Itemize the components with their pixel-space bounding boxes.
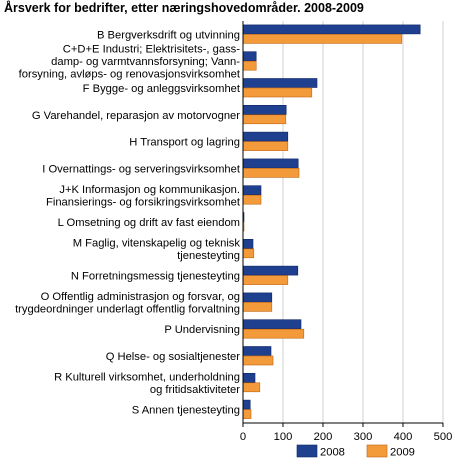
x-tick-label: 0 [240, 431, 246, 443]
legend-swatch-2008 [296, 444, 318, 458]
legend-label-2009: 2009 [390, 447, 415, 459]
bar-2009-9 [242, 275, 289, 285]
category-label: N Forretningsmessig tjenesteyting [71, 271, 240, 283]
category-label: M Faglig, vitenskapelig og teknisk [73, 238, 241, 250]
legend: 2008 2009 [296, 444, 415, 459]
bar-2008-8 [242, 239, 254, 249]
bar-2009-14 [242, 409, 252, 419]
category-label: C+D+E Industri; Elektrisitets-, gass- [63, 44, 240, 56]
category-label: H Transport og lagring [129, 137, 240, 149]
x-tick-label: 400 [394, 431, 413, 443]
bar-2009-10 [242, 302, 273, 312]
category-labels: B Bergverksdrift og utvinning C+D+E Indus… [15, 29, 241, 416]
bar-2008-3 [242, 105, 287, 115]
bar-2009-2 [242, 87, 313, 98]
bar-2009-5 [242, 168, 300, 178]
chart-title: Årsverk for bedrifter, etter næringshove… [4, 1, 364, 15]
category-label: forsyning, avløps- og renovasjonsvirksom… [19, 69, 241, 81]
category-label: I Overnattings- og serveringsvirksomhet [42, 163, 241, 175]
category-label: J+K Informasjon og kommunikasjon. [59, 184, 240, 196]
legend-swatch-2009 [366, 444, 388, 458]
bar-2008-2 [242, 78, 318, 88]
x-tick-label: 100 [274, 431, 293, 443]
category-label: R Kulturell virksomhet, underholdning [54, 372, 240, 384]
category-label: S Annen tjenesteyting [132, 405, 240, 417]
bar-2009-4 [242, 141, 289, 151]
bar-2009-8 [242, 248, 255, 259]
x-axis: 0 100 200 300 400 500 [240, 21, 452, 443]
bar-2009-1 [242, 60, 257, 71]
legend-label-2008: 2008 [320, 447, 345, 459]
bar-2009-6 [242, 194, 262, 205]
category-label: tjenesteyting [177, 250, 240, 262]
category-label: Finansierings- og forsikringsvirksomhet [46, 196, 241, 208]
x-tick-label: 200 [314, 431, 333, 443]
category-label: trygdeordninger underlagt offentlig forv… [15, 304, 240, 316]
category-label: G Varehandel, reparasjon av motorvogner [32, 110, 240, 122]
bar-2008-10 [242, 292, 273, 303]
category-label: L Omsetning og drift av fast eiendom [58, 217, 240, 229]
category-label: P Undervisning [164, 324, 240, 336]
bar-2008-0 [242, 24, 421, 35]
category-label: B Bergverksdrift og utvinning [97, 29, 240, 41]
bar-2008-6 [242, 185, 262, 195]
bar-2009-13 [242, 382, 261, 393]
bar-2008-4 [242, 131, 289, 142]
bar-2009-3 [242, 114, 287, 125]
bar-2008-11 [242, 319, 302, 330]
x-tick-label: 300 [354, 431, 373, 443]
bar-2009-0 [242, 34, 403, 44]
category-label: O Offentlig administrasjon og forsvar, o… [41, 291, 240, 303]
bar-2008-9 [242, 265, 299, 276]
category-label: F Bygge- og anleggsvirksomhet [83, 83, 241, 95]
bar-2008-14 [242, 399, 251, 410]
bar-2009-12 [242, 355, 274, 366]
category-label: damp- og varmtvannsforsyning; Vann- [51, 56, 240, 68]
bar-2008-13 [242, 372, 256, 383]
category-label: Q Helse- og sosialtjenester [106, 351, 241, 363]
bar-2008-12 [242, 346, 272, 356]
bar-2008-5 [242, 158, 299, 169]
bars [242, 24, 421, 419]
bar-2009-11 [242, 328, 305, 339]
category-label: og fritidsaktiviteter [150, 384, 240, 396]
bar-2008-1 [242, 51, 257, 62]
x-tick-label: 500 [434, 431, 453, 443]
